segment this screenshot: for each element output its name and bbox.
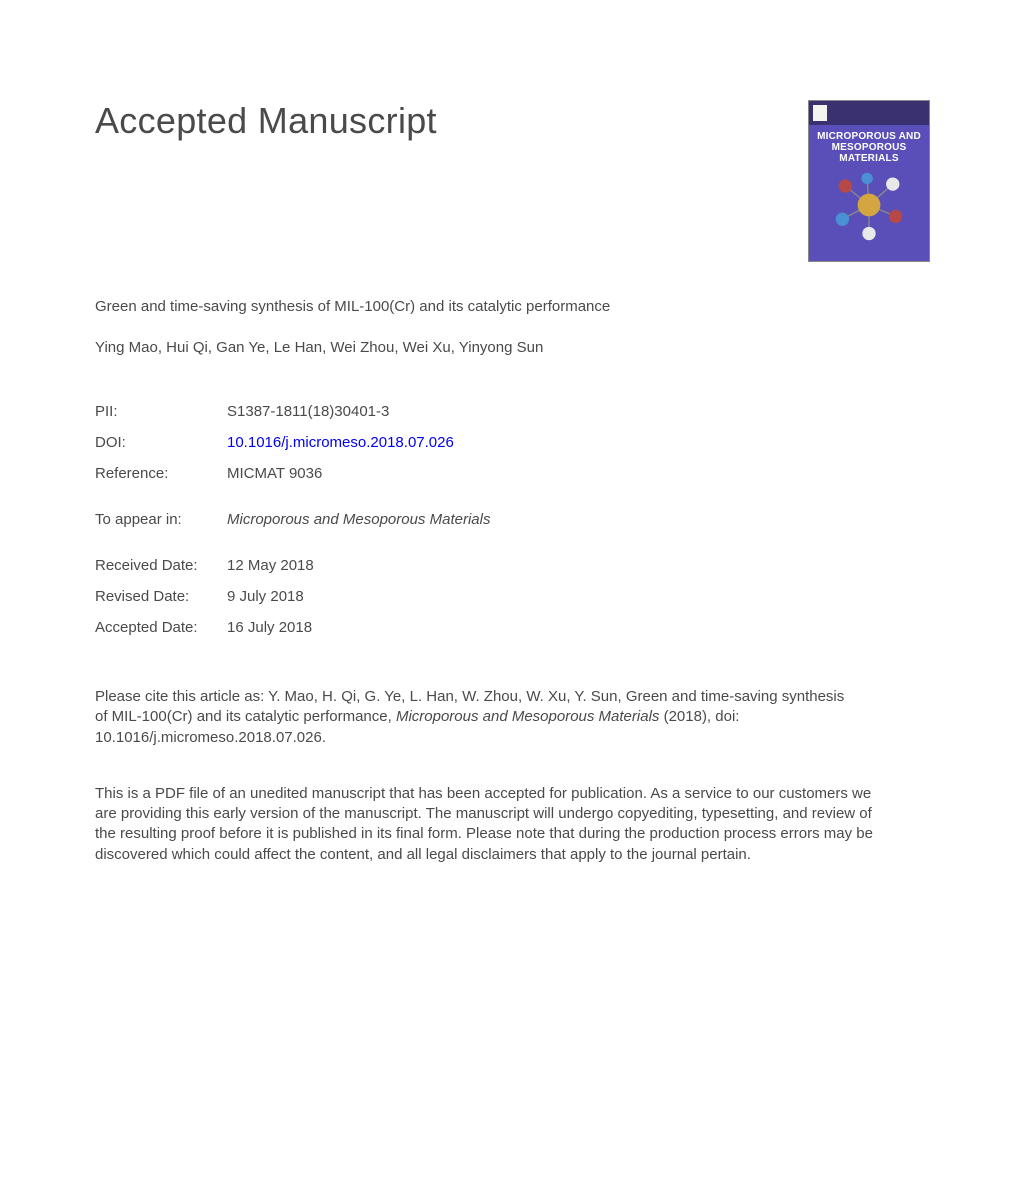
cover-title-line1: MICROPOROUS AND — [817, 131, 921, 142]
accepted-value: 16 July 2018 — [227, 612, 490, 643]
journal-cover-thumbnail: MICROPOROUS AND MESOPOROUS MATERIALS — [808, 100, 930, 262]
doi-link[interactable]: 10.1016/j.micromeso.2018.07.026 — [227, 434, 454, 451]
accepted-label: Accepted Date: — [95, 612, 227, 643]
citation-journal: Microporous and Mesoporous Materials — [396, 708, 659, 725]
received-label: Received Date: — [95, 535, 227, 581]
pii-label: PII: — [95, 396, 227, 427]
reference-label: Reference: — [95, 458, 227, 489]
citation-text: Please cite this article as: Y. Mao, H. … — [95, 687, 855, 748]
reference-value: MICMAT 9036 — [227, 458, 490, 489]
cover-title-line2: MESOPOROUS MATERIALS — [832, 142, 907, 164]
disclaimer-text: This is a PDF file of an unedited manusc… — [95, 784, 875, 865]
article-title: Green and time-saving synthesis of MIL-1… — [95, 298, 735, 315]
elsevier-logo-icon — [813, 105, 827, 121]
cover-molecule-icon — [831, 167, 907, 243]
appear-label: To appear in: — [95, 489, 227, 535]
appear-value: Microporous and Mesoporous Materials — [227, 489, 490, 535]
revised-value: 9 July 2018 — [227, 581, 490, 612]
revised-label: Revised Date: — [95, 581, 227, 612]
authors-list: Ying Mao, Hui Qi, Gan Ye, Le Han, Wei Zh… — [95, 339, 930, 356]
received-value: 12 May 2018 — [227, 535, 490, 581]
pii-value: S1387-1811(18)30401-3 — [227, 396, 490, 427]
page-heading: Accepted Manuscript — [95, 100, 437, 142]
doi-label: DOI: — [95, 427, 227, 458]
metadata-table: PII: S1387-1811(18)30401-3 DOI: 10.1016/… — [95, 396, 490, 643]
